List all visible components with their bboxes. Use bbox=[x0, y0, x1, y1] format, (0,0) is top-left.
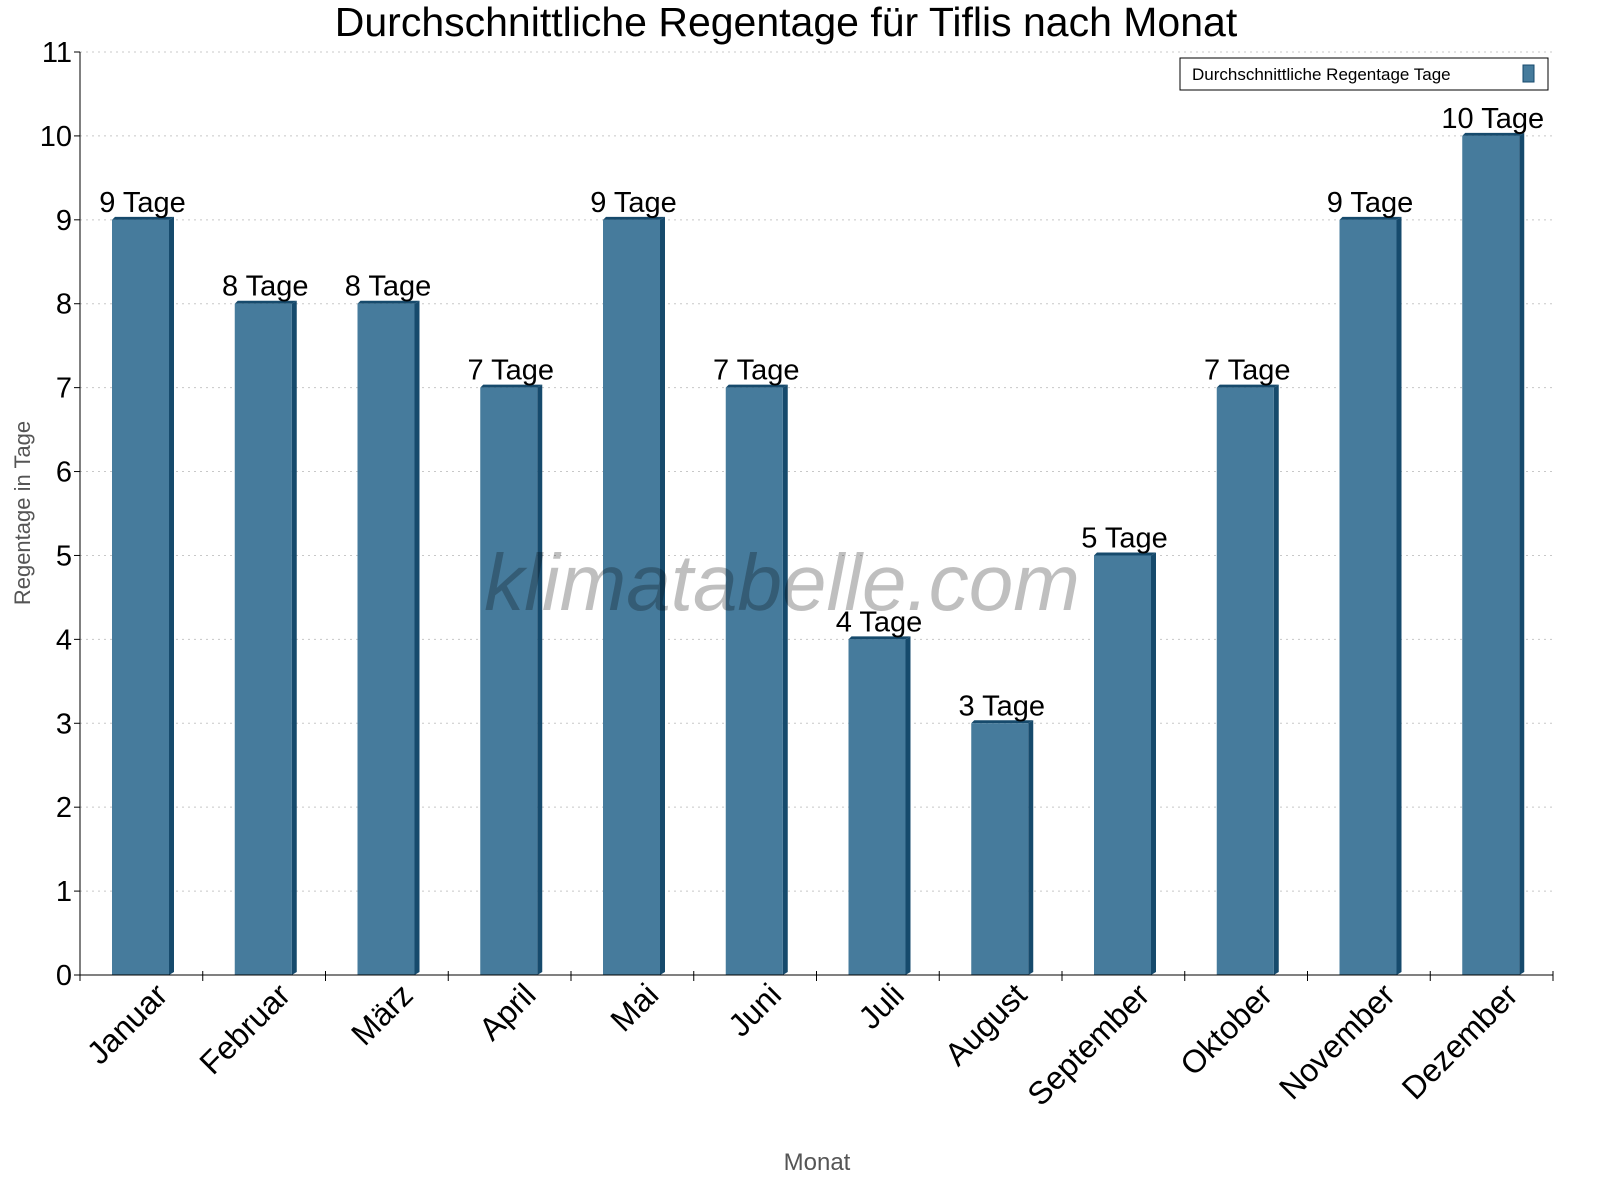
grid-lines bbox=[80, 51, 1553, 892]
data-label: 9 Tage bbox=[99, 187, 186, 219]
y-tick-label: 6 bbox=[56, 457, 72, 489]
bar bbox=[357, 303, 415, 975]
y-tick-label: 11 bbox=[42, 37, 72, 69]
bar-side bbox=[1028, 720, 1034, 975]
bar-top bbox=[1094, 552, 1156, 556]
x-tick-label: November bbox=[1272, 976, 1402, 1106]
bar-top bbox=[1462, 132, 1525, 136]
bar-top bbox=[848, 636, 911, 640]
bar-top bbox=[1339, 216, 1402, 220]
bar-top bbox=[234, 300, 297, 304]
x-tick-label: Januar bbox=[80, 976, 175, 1071]
x-tick-label: März bbox=[344, 976, 420, 1052]
chart-title: Durchschnittliche Regentage für Tiflis n… bbox=[335, 0, 1238, 45]
bar bbox=[603, 219, 660, 975]
bar-top bbox=[1216, 384, 1279, 388]
x-tick-label: Dezember bbox=[1395, 976, 1525, 1106]
y-axis-label: Regentage in Tage bbox=[10, 421, 35, 605]
y-tick-label: 4 bbox=[56, 624, 72, 656]
bar-side bbox=[660, 216, 665, 975]
data-label: 3 Tage bbox=[958, 690, 1045, 722]
y-tick-label: 2 bbox=[56, 792, 72, 824]
bar-side bbox=[537, 384, 543, 975]
bar-side bbox=[414, 300, 420, 975]
bar-top bbox=[112, 216, 174, 220]
data-label: 4 Tage bbox=[836, 606, 923, 638]
bar bbox=[480, 387, 538, 975]
x-tick-label: September bbox=[1020, 976, 1156, 1112]
bar-side bbox=[169, 216, 174, 975]
x-tick-label: Oktober bbox=[1173, 976, 1279, 1082]
x-axis-label: Monat bbox=[784, 1149, 851, 1176]
bar-side bbox=[1519, 132, 1525, 976]
bar-side bbox=[291, 300, 297, 975]
y-tick-label: 9 bbox=[56, 205, 72, 237]
bar-side bbox=[1273, 384, 1279, 975]
data-label: 7 Tage bbox=[1204, 355, 1291, 387]
data-label: 9 Tage bbox=[1327, 187, 1414, 219]
legend[interactable]: Durchschnittliche Regentage Tage bbox=[1179, 57, 1549, 91]
bar bbox=[848, 639, 906, 975]
legend-box bbox=[1179, 57, 1549, 91]
legend-label: Durchschnittliche Regentage Tage bbox=[1192, 65, 1451, 84]
x-tick-label: Juli bbox=[851, 976, 910, 1035]
bar bbox=[1094, 555, 1151, 975]
data-label: 9 Tage bbox=[590, 187, 677, 219]
data-label: 7 Tage bbox=[467, 355, 554, 387]
y-tick-label: 10 bbox=[40, 121, 72, 153]
y-tick-label: 5 bbox=[56, 540, 72, 572]
bar bbox=[112, 219, 169, 975]
data-label: 8 Tage bbox=[345, 271, 432, 303]
bar-side bbox=[1396, 216, 1402, 975]
bar-top bbox=[971, 720, 1034, 724]
bar bbox=[1339, 219, 1397, 975]
y-tick-label: 8 bbox=[56, 289, 72, 321]
bar bbox=[234, 303, 292, 975]
bar-side bbox=[905, 636, 911, 975]
bar-side bbox=[1151, 552, 1156, 975]
watermark: klimatabelle.com bbox=[484, 538, 1080, 627]
data-label: 5 Tage bbox=[1081, 522, 1168, 554]
data-label: 10 Tage bbox=[1441, 103, 1544, 135]
bar-top bbox=[603, 216, 665, 220]
y-tick-label: 7 bbox=[56, 373, 72, 405]
bar bbox=[1462, 135, 1520, 976]
bar-top bbox=[725, 384, 788, 388]
bar bbox=[971, 723, 1029, 975]
x-tick-label: April bbox=[472, 976, 543, 1047]
x-tick-label: Juni bbox=[721, 976, 788, 1043]
x-tick-label: Februar bbox=[192, 976, 297, 1081]
data-label: 7 Tage bbox=[713, 355, 800, 387]
bar-top bbox=[357, 300, 420, 304]
bar bbox=[725, 387, 783, 975]
bar-side bbox=[782, 384, 788, 975]
y-tick-label: 1 bbox=[56, 876, 72, 908]
y-tick-label: 0 bbox=[56, 960, 72, 992]
x-tick-label: August bbox=[938, 976, 1034, 1072]
bar-top bbox=[480, 384, 543, 388]
legend-swatch bbox=[1522, 64, 1535, 83]
bar bbox=[1216, 387, 1274, 975]
y-tick-label: 3 bbox=[56, 708, 72, 740]
x-tick-label: Mai bbox=[603, 976, 665, 1038]
bars: 9 Tage 8 Tage 8 Tage 7 Tage 9 Tage 7 Tage 4 Ta… bbox=[99, 103, 1544, 976]
data-label: 8 Tage bbox=[222, 271, 309, 303]
